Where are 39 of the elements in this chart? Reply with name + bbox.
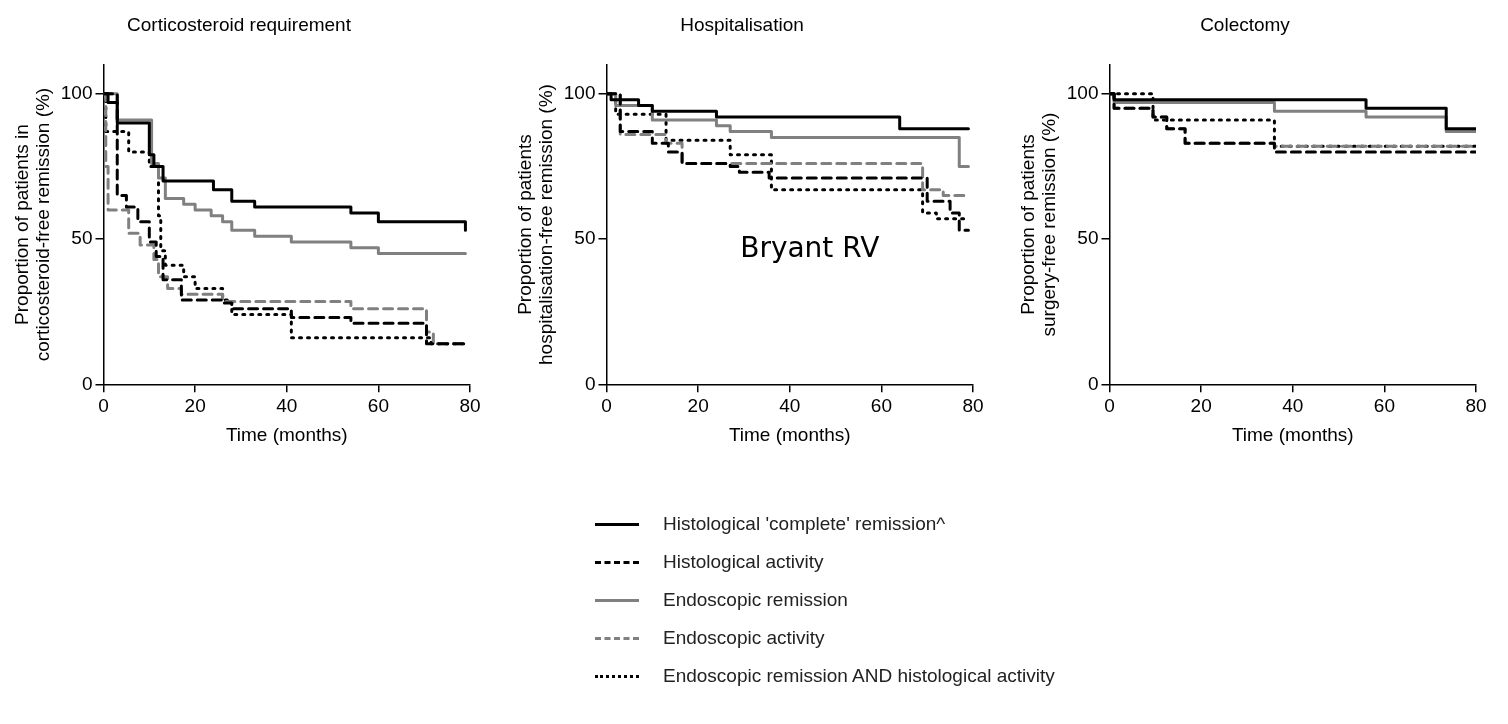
x-axis-title: Time (months) <box>1231 423 1354 445</box>
y-axis-title: Proportion of patients in corticosteroid-free remission (%) <box>10 87 53 362</box>
x-tick-label: 40 <box>779 394 801 416</box>
y-axis-title: Proportion of patients hospitalisation-free remission (%) <box>513 84 556 365</box>
x-axis-title: Time (months) <box>225 423 348 445</box>
y-tick-label: 100 <box>60 82 93 104</box>
chart-title: Hospitalisation <box>680 13 804 35</box>
x-tick-label: 0 <box>1104 394 1115 416</box>
legend-label: Histological activity <box>663 551 824 573</box>
x-tick-label: 0 <box>98 394 109 416</box>
x-tick-label: 20 <box>184 394 206 416</box>
x-tick-label: 40 <box>276 394 298 416</box>
legend-label: Histological 'complete' remission^ <box>663 513 946 535</box>
x-tick-label: 40 <box>1282 394 1304 416</box>
y-tick-label: 100 <box>1066 82 1099 104</box>
y-axis-title: Proportion of patients surgery-free remission (%) <box>1016 112 1059 337</box>
y-tick-label: 50 <box>1077 227 1099 249</box>
chart-title: Corticosteroid requirement <box>127 13 352 35</box>
y-tick-label: 0 <box>1087 372 1099 394</box>
legend-label: Endoscopic remission AND histological activity <box>663 665 1055 687</box>
x-tick-label: 80 <box>459 394 481 416</box>
x-tick-label: 80 <box>1465 394 1487 416</box>
x-tick-label: 0 <box>601 394 612 416</box>
legend-label: Endoscopic activity <box>663 627 825 649</box>
x-tick-label: 60 <box>367 394 389 416</box>
y-tick-label: 100 <box>563 82 596 104</box>
x-tick-label: 20 <box>1190 394 1212 416</box>
annotation: Bryant RV <box>740 231 880 265</box>
y-tick-label: 50 <box>574 227 596 249</box>
x-tick-label: 80 <box>962 394 984 416</box>
x-tick-label: 60 <box>1373 394 1395 416</box>
legend-label: Endoscopic remission <box>663 589 848 611</box>
x-axis-title: Time (months) <box>728 423 851 445</box>
y-tick-label: 0 <box>584 372 596 394</box>
y-tick-label: 0 <box>81 372 93 394</box>
chart-title: Colectomy <box>1200 13 1291 35</box>
x-tick-label: 20 <box>687 394 709 416</box>
x-tick-label: 60 <box>870 394 892 416</box>
y-tick-label: 50 <box>71 227 93 249</box>
